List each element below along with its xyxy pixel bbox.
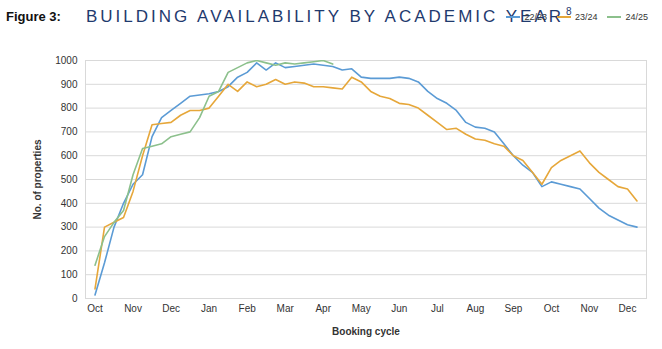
svg-text:Booking cycle: Booking cycle <box>332 326 400 337</box>
svg-text:500: 500 <box>61 174 78 185</box>
svg-text:Mar: Mar <box>277 303 295 314</box>
svg-text:Nov: Nov <box>581 303 599 314</box>
html-text:BUILDING AVAILABILITY BY ACADE: BUILDING AVAILABILITY BY ACADEMIC YEAR8 <box>86 5 572 26</box>
html-text:24/25: 24/25 <box>625 12 648 22</box>
svg-text:Aug: Aug <box>466 303 484 314</box>
svg-text:Dec: Dec <box>162 303 180 314</box>
svg-text:Jul: Jul <box>431 303 444 314</box>
svg-text:No. of properties: No. of properties <box>32 139 43 219</box>
svg-text:400: 400 <box>61 198 78 209</box>
svg-text:Jan: Jan <box>201 303 217 314</box>
svg-text:Dec: Dec <box>619 303 637 314</box>
svg-text:0: 0 <box>72 293 78 304</box>
html-text:23/24: 23/24 <box>574 12 598 22</box>
html-text:Figure 3:: Figure 3: <box>6 8 61 24</box>
svg-text:800: 800 <box>61 102 78 113</box>
svg-text:Sep: Sep <box>504 303 522 314</box>
svg-text:100: 100 <box>61 269 78 280</box>
svg-text:Oct: Oct <box>87 303 103 314</box>
svg-text:200: 200 <box>61 245 78 256</box>
svg-text:900: 900 <box>61 79 78 90</box>
svg-text:Feb: Feb <box>239 303 257 314</box>
html-text:22/23: 22/23 <box>524 12 547 22</box>
svg-text:Nov: Nov <box>124 303 142 314</box>
svg-text:Apr: Apr <box>315 303 331 314</box>
svg-text:1000: 1000 <box>55 55 78 66</box>
svg-text:Jun: Jun <box>391 303 407 314</box>
svg-text:300: 300 <box>61 221 78 232</box>
svg-text:600: 600 <box>61 150 78 161</box>
svg-text:May: May <box>352 303 371 314</box>
svg-text:Oct: Oct <box>544 303 560 314</box>
svg-text:700: 700 <box>61 126 78 137</box>
